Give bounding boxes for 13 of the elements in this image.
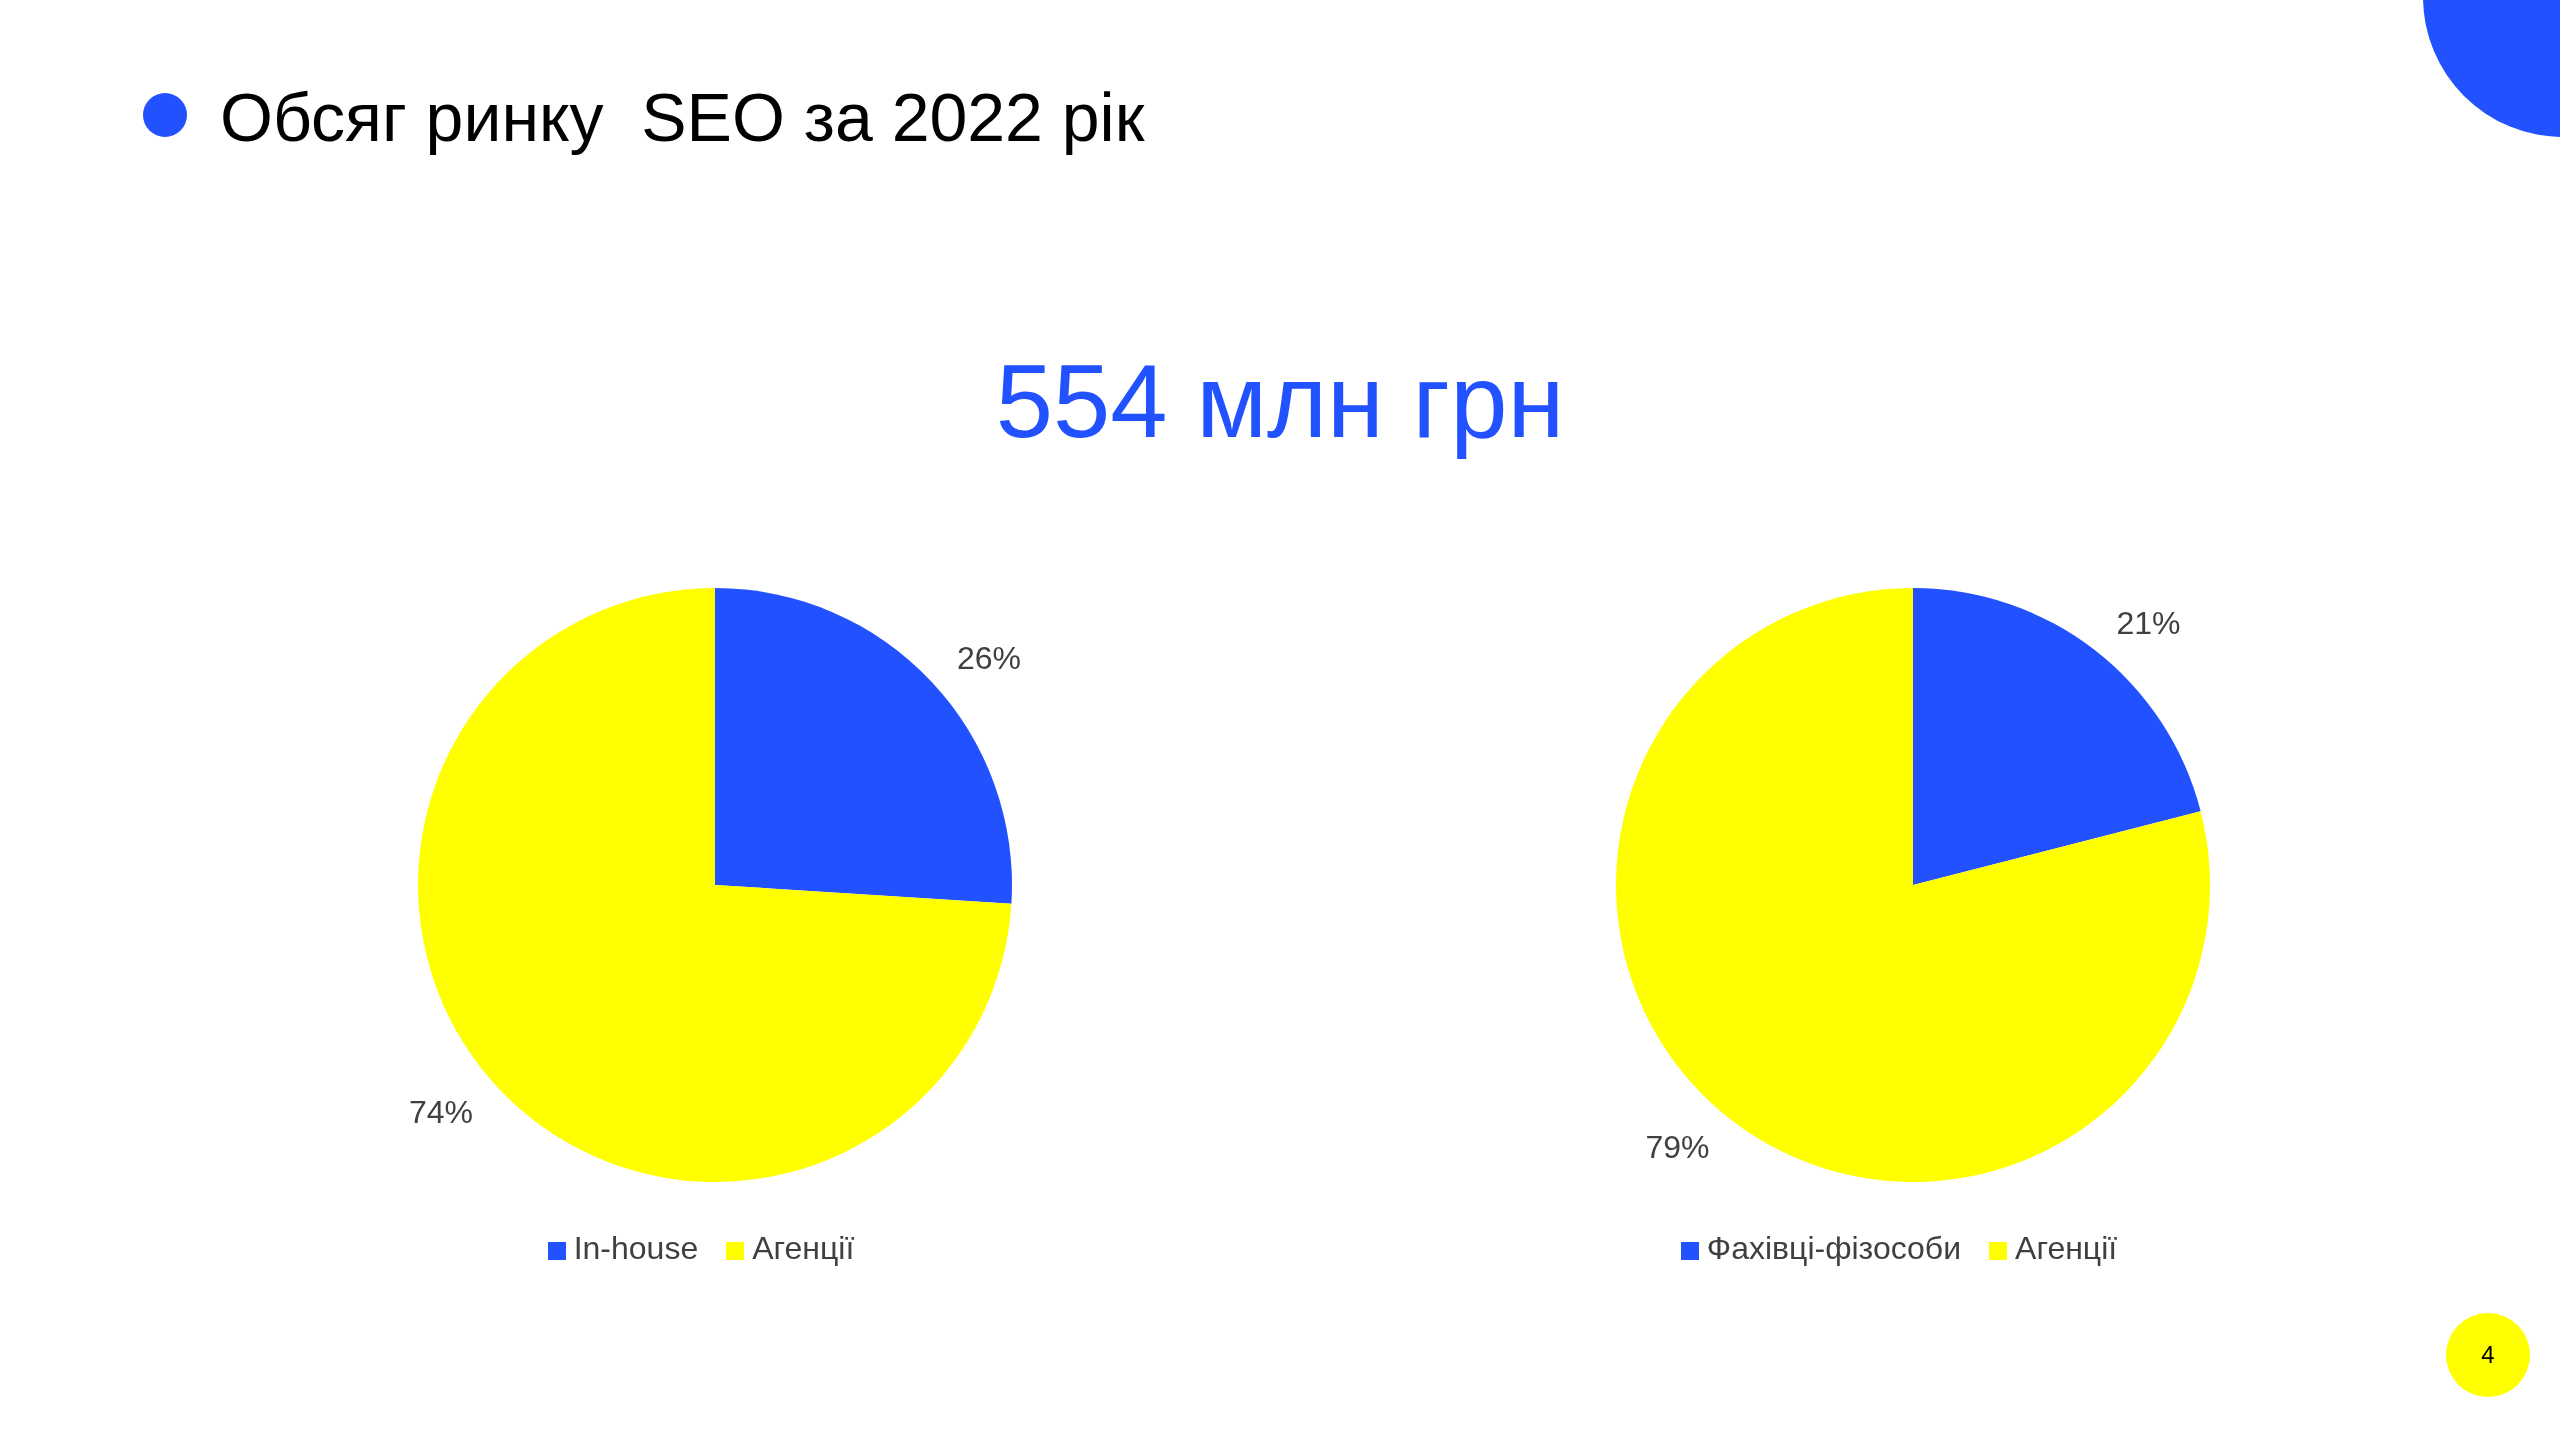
legend-label: Фахівці-фізособи <box>1706 1230 1962 1266</box>
pie-slice <box>1616 588 2210 1182</box>
data-label: 26% <box>957 639 1022 676</box>
chart-title: Обсяг ринку SEO за 2022 рік <box>220 79 1145 155</box>
data-label: 74% <box>408 1094 473 1131</box>
data-label: 79% <box>1645 1129 1710 1166</box>
text: 554 млн грн <box>994 344 1566 459</box>
legend-label: In-house <box>573 1230 699 1266</box>
data-label: 21% <box>2116 604 2181 641</box>
pie-slice <box>1913 588 2201 885</box>
legend-label: Агенції <box>752 1230 855 1266</box>
badge-circle: 4 <box>2446 1313 2530 1397</box>
legend-label: Агенції <box>2015 1230 2118 1266</box>
